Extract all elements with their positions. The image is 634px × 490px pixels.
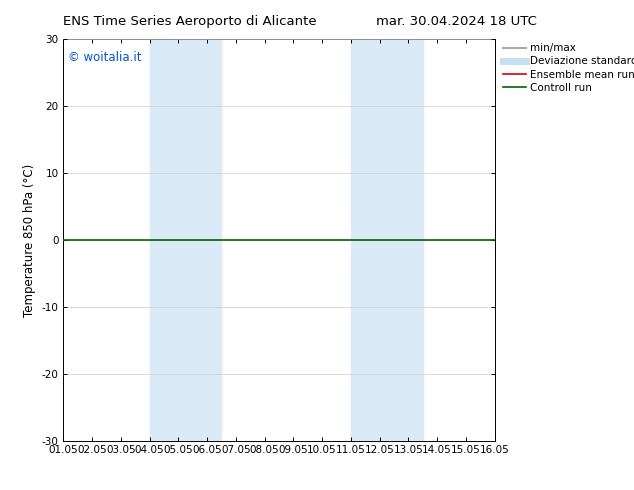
Bar: [150, 39, 221, 441]
Text: © woitalia.it: © woitalia.it: [68, 51, 141, 64]
Text: ENS Time Series Aeroporto di Alicante: ENS Time Series Aeroporto di Alicante: [63, 15, 317, 28]
Text: mar. 30.04.2024 18 UTC: mar. 30.04.2024 18 UTC: [376, 15, 537, 28]
Bar: [351, 39, 423, 441]
Legend: min/max, Deviazione standard, Ensemble mean run, Controll run: min/max, Deviazione standard, Ensemble m…: [499, 39, 634, 97]
Y-axis label: Temperature 850 hPa (°C): Temperature 850 hPa (°C): [23, 164, 36, 317]
